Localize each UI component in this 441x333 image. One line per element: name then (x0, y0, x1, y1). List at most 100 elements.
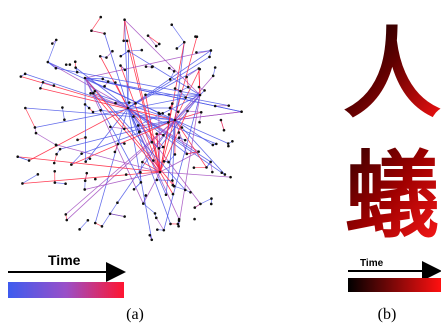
network-node (88, 157, 92, 160)
network-node (171, 192, 175, 196)
network-edge (71, 119, 176, 165)
network-node (189, 190, 192, 194)
network-node (21, 182, 24, 185)
network-node (53, 169, 57, 173)
network-node (119, 64, 122, 67)
network-node (177, 219, 181, 223)
network-node (177, 224, 180, 228)
network-node (54, 38, 58, 42)
network-node (146, 34, 150, 37)
network-node (36, 173, 40, 176)
network-node (80, 152, 83, 155)
network-node (177, 131, 181, 134)
network-edge (127, 51, 129, 109)
network-node (54, 143, 58, 147)
network-node (123, 18, 126, 22)
network-node (98, 54, 102, 58)
network-edge (84, 77, 87, 162)
network-edge (169, 71, 175, 80)
network-node (210, 197, 213, 200)
network-edge (101, 213, 111, 227)
time-colorbar-a (8, 282, 124, 298)
network-edge (53, 154, 57, 164)
network-edge (155, 217, 165, 231)
network-edge (127, 107, 153, 143)
network-edge (196, 50, 211, 53)
network-node (211, 74, 215, 78)
network-node (126, 106, 130, 110)
network-node (83, 188, 87, 191)
network-node (157, 146, 161, 150)
network-edge (84, 77, 159, 114)
network-node (27, 159, 31, 162)
network-edge (210, 161, 213, 173)
network-edge (20, 76, 129, 109)
network-node (123, 68, 127, 72)
network-edge (47, 39, 57, 63)
network-edge (75, 67, 129, 109)
network-node (161, 111, 164, 115)
network-node (70, 163, 73, 166)
network-node (169, 222, 172, 226)
network-node (139, 171, 142, 174)
network-node (167, 121, 170, 124)
network-edge (17, 156, 30, 161)
network-node (63, 118, 66, 122)
network-edge (84, 50, 211, 79)
network-node (209, 202, 213, 206)
network-node (154, 44, 158, 48)
network-node (209, 49, 213, 52)
network-edge (28, 107, 129, 161)
network-edge (186, 151, 199, 155)
network-node (83, 103, 87, 106)
network-node (93, 89, 97, 93)
network-node (209, 160, 212, 164)
network-edge (124, 19, 129, 109)
network-edge (168, 114, 170, 123)
network-node (156, 228, 159, 231)
network-edge (40, 87, 176, 121)
network-node (83, 179, 87, 182)
network-node (171, 179, 174, 182)
network-edge (158, 112, 161, 173)
network-node (170, 102, 174, 105)
network-edge (142, 171, 161, 204)
network-edge (92, 92, 161, 173)
network-node (84, 136, 87, 139)
network-edge (163, 94, 201, 231)
network-edge (115, 102, 130, 104)
network-node (222, 128, 226, 132)
network-node (198, 120, 201, 124)
network-edge (140, 161, 143, 173)
network-edge (22, 171, 161, 184)
network-edge (142, 161, 161, 173)
network-edge (34, 94, 201, 128)
network-edge (128, 49, 142, 52)
time-label-a: Time (48, 252, 81, 268)
network-edge (178, 94, 201, 227)
network-edge (71, 153, 82, 165)
network-edge (55, 67, 201, 96)
network-node (108, 212, 112, 216)
network-edge (84, 77, 103, 80)
network-edge (123, 19, 125, 41)
network-node (223, 173, 227, 176)
network-node (123, 142, 126, 145)
time-label-b: Time (360, 258, 384, 269)
network-node (23, 72, 27, 76)
network-node (171, 183, 175, 187)
network-edge (110, 213, 125, 217)
network-node (172, 69, 176, 73)
network-edge (174, 111, 242, 121)
network-node (213, 66, 217, 69)
network-node (227, 144, 230, 148)
network-node (170, 23, 174, 27)
time-colorbar-b (348, 278, 441, 292)
network-node (75, 70, 79, 74)
network-edge (42, 81, 54, 86)
network-edge (93, 92, 176, 121)
network-node (109, 125, 112, 129)
network-edge (165, 119, 176, 195)
network-node (141, 160, 144, 164)
network-node (136, 124, 140, 127)
